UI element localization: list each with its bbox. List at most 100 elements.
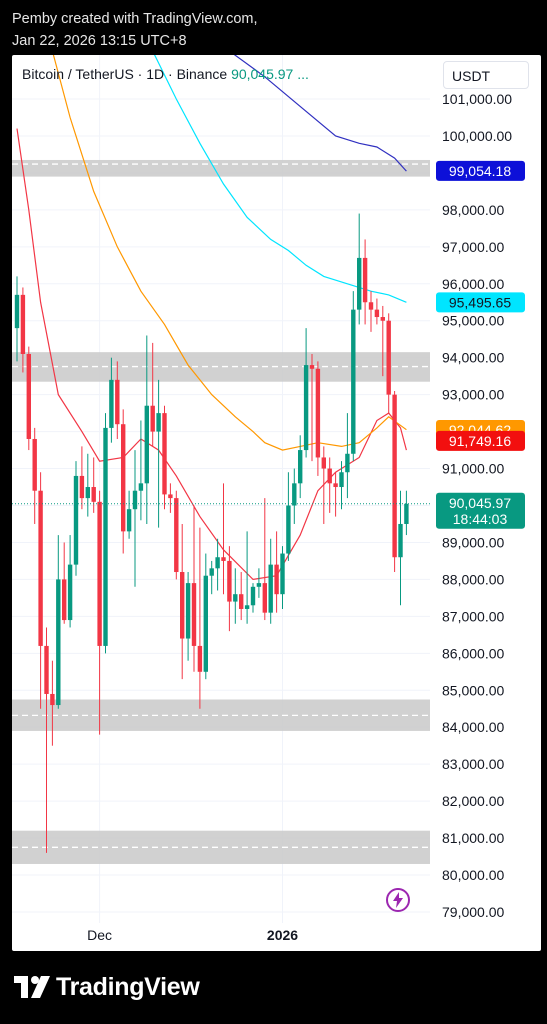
price-label-box (436, 492, 525, 529)
candle-body (197, 645, 203, 672)
price-label-box (436, 160, 525, 181)
candle-body (256, 583, 262, 587)
candle-body (274, 564, 279, 595)
candle-body (374, 309, 380, 318)
price-label: 99,054.18 (449, 163, 511, 179)
candle-body (298, 450, 303, 484)
candle-body (309, 365, 315, 369)
y-tick-label: 93,000.00 (442, 387, 504, 403)
last-price: 90,045.97 ... (231, 66, 309, 82)
candle-body (368, 302, 374, 310)
candle-body (168, 494, 173, 499)
candle-body (121, 424, 126, 532)
candle-body (315, 368, 321, 458)
candle-body (62, 579, 67, 621)
candle-body (56, 579, 61, 706)
moving-average-line (52, 55, 407, 451)
candle-body (239, 594, 244, 609)
price-chart[interactable]: 101,000.00100,000.0099,000.0098,000.0097… (12, 55, 541, 951)
candle-body (362, 257, 368, 303)
candle-body (351, 309, 356, 454)
candle-body (227, 560, 232, 602)
candle-body (109, 379, 114, 428)
candle-body (14, 294, 20, 329)
candle-body (398, 523, 403, 558)
tradingview-logo-icon (14, 976, 50, 998)
brand-name: TradingView (56, 972, 200, 1001)
candle-body (126, 509, 132, 532)
price-label: 90,045.97 (449, 495, 511, 511)
y-tick-label: 101,000.00 (442, 91, 512, 107)
y-tick-label: 85,000.00 (442, 682, 504, 698)
candle-body (292, 483, 297, 506)
candle-body (38, 490, 43, 646)
candle-body (345, 453, 350, 473)
zone-rect (12, 830, 430, 864)
candle-body (44, 645, 49, 694)
y-tick-label: 98,000.00 (442, 202, 504, 218)
candle-body (20, 294, 26, 354)
candle-body (115, 379, 120, 425)
bolt-icon[interactable] (386, 888, 410, 912)
candle-body (185, 583, 191, 639)
candle-body (144, 405, 149, 484)
candle-body (327, 468, 332, 484)
candle-body (321, 457, 326, 469)
snapshot-timestamp: Jan 22, 2026 13:15 UTC+8 (12, 33, 187, 49)
candle-body (97, 501, 102, 646)
y-tick-label: 86,000.00 (442, 645, 504, 661)
candle-body (174, 498, 179, 573)
moving-average-line (233, 55, 407, 172)
candle-body (91, 487, 96, 502)
candle-body (286, 505, 291, 554)
candle-body (50, 693, 55, 706)
candle-body (203, 575, 208, 672)
y-tick-label: 95,000.00 (442, 313, 504, 329)
candle-body (404, 503, 409, 524)
y-tick-label: 81,000.00 (442, 830, 504, 846)
candle-body (209, 568, 214, 576)
y-tick-label: 83,000.00 (442, 756, 504, 772)
price-label: 91,749.16 (449, 433, 511, 449)
candle-body (386, 320, 391, 395)
candle-body (244, 605, 250, 609)
candle-body (67, 564, 73, 621)
y-tick-label: 96,000.00 (442, 276, 504, 292)
candle-body (73, 475, 79, 565)
candle-body (138, 483, 144, 491)
candle-body (215, 557, 220, 569)
y-tick-label: 79,000.00 (442, 904, 504, 920)
candle-body (26, 353, 31, 439)
price-countdown: 18:44:03 (453, 511, 508, 527)
zone-rect (12, 699, 430, 731)
candle-body (268, 564, 273, 613)
y-tick-label: 82,000.00 (442, 793, 504, 809)
chart-panel[interactable]: 101,000.00100,000.0099,000.0098,000.0097… (12, 55, 541, 951)
y-tick-label: 87,000.00 (442, 608, 504, 624)
symbol-legend: Bitcoin / TetherUS · 1D · Binance 90,045… (22, 66, 309, 82)
snapshot-author: Pemby created with TradingView.com, (12, 11, 258, 27)
candle-body (103, 427, 108, 646)
zone-rect (12, 159, 430, 177)
y-tick-label: 88,000.00 (442, 571, 504, 587)
price-label-box (436, 430, 525, 451)
tradingview-logo: TradingView (14, 972, 200, 1002)
candle-body (303, 365, 309, 451)
candle-body (150, 405, 155, 432)
candle-body (32, 438, 37, 491)
candle-body (180, 572, 185, 639)
candle-body (392, 394, 397, 558)
moving-average-line (16, 128, 407, 581)
candle-body (357, 257, 362, 310)
price-label: 95,495.65 (449, 294, 511, 310)
candle-body (79, 475, 85, 499)
symbol-title: Bitcoin / TetherUS · 1D · Binance (22, 66, 228, 82)
candle-body (380, 317, 385, 321)
y-tick-label: 100,000.00 (442, 128, 512, 144)
moving-average-line (153, 55, 407, 303)
candle-body (191, 583, 197, 646)
candle-body (250, 586, 256, 606)
candle-body (262, 583, 267, 613)
x-tick-label: Dec (87, 927, 112, 943)
currency-button[interactable]: USDT (443, 61, 529, 89)
